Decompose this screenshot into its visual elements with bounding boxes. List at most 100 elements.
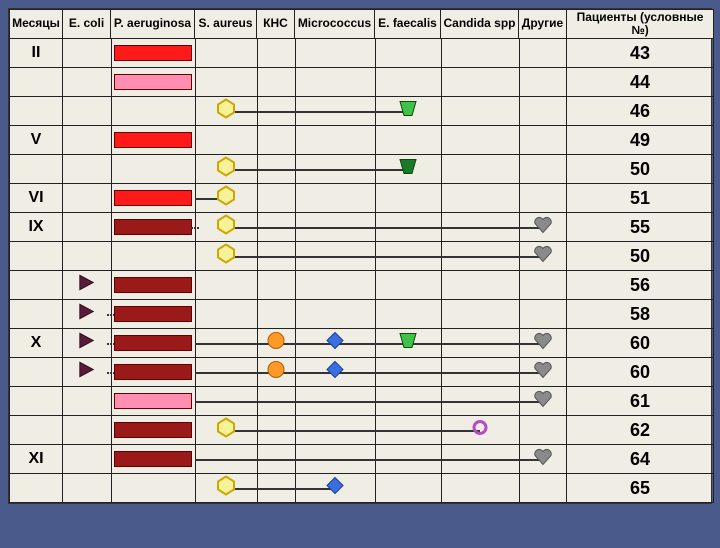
marker-heartGrey	[533, 447, 553, 472]
bar-paer	[114, 74, 192, 90]
patient-cell: 65	[567, 474, 714, 503]
patient-cell: 43	[567, 39, 714, 68]
table-row: 46	[10, 97, 714, 126]
data-cell	[63, 213, 567, 242]
bar-paer	[114, 422, 192, 438]
month-cell	[10, 242, 63, 271]
month-cell	[10, 474, 63, 503]
patient-cell: 64	[567, 445, 714, 474]
month-cell: X	[10, 329, 63, 358]
patient-cell: 61	[567, 387, 714, 416]
col-cand: Candida spp	[441, 10, 519, 39]
month-cell: IX	[10, 213, 63, 242]
marker-heartGrey	[533, 331, 553, 356]
marker-hex	[216, 244, 236, 269]
data-cell	[63, 474, 567, 503]
month-cell	[10, 300, 63, 329]
bar-paer	[114, 277, 192, 293]
data-cell	[63, 68, 567, 97]
patient-cell: 51	[567, 184, 714, 213]
patient-cell: 58	[567, 300, 714, 329]
patient-cell: 55	[567, 213, 714, 242]
patient-cell: 60	[567, 358, 714, 387]
marker-heartGrey	[533, 244, 553, 269]
bar-paer	[114, 132, 192, 148]
month-cell	[10, 68, 63, 97]
marker-heartGrey	[533, 215, 553, 240]
bar-paer	[114, 335, 192, 351]
data-cell	[63, 271, 567, 300]
marker-hex	[216, 215, 236, 240]
marker-ringPurple	[470, 418, 490, 443]
patient-cell: 49	[567, 126, 714, 155]
data-cell	[63, 184, 567, 213]
marker-hex	[216, 476, 236, 501]
marker-hex	[216, 418, 236, 443]
marker-circleOrange	[266, 360, 286, 385]
marker-circleOrange	[266, 331, 286, 356]
data-cell	[63, 387, 567, 416]
data-cell	[63, 300, 567, 329]
data-cell	[63, 39, 567, 68]
marker-diamondBlue	[325, 331, 345, 356]
bar-paer	[114, 219, 192, 235]
month-cell	[10, 387, 63, 416]
data-cell	[63, 126, 567, 155]
marker-hex	[216, 186, 236, 211]
col-ecoli: E. coli	[63, 10, 111, 39]
month-cell	[10, 416, 63, 445]
marker-tri	[78, 274, 96, 297]
month-cell: V	[10, 126, 63, 155]
col-efae: E. faecalis	[375, 10, 441, 39]
marker-trapGreen	[398, 331, 418, 356]
table-row: V 49	[10, 126, 714, 155]
marker-tri	[78, 303, 96, 326]
table-row: 50	[10, 155, 714, 184]
table-row: 58	[10, 300, 714, 329]
col-patients: Пациенты (условные №)	[567, 10, 714, 39]
data-cell	[63, 358, 567, 387]
bar-paer	[114, 451, 192, 467]
col-other: Другие	[519, 10, 567, 39]
bar-paer	[114, 364, 192, 380]
chart-wrapper: МесяцыE. coliP. aeruginosaS. aureusКНСMi…	[8, 8, 712, 504]
marker-diamondBlue	[325, 476, 345, 501]
table-row: 65	[10, 474, 714, 503]
marker-heartGrey	[533, 360, 553, 385]
data-cell	[63, 155, 567, 184]
bar-paer	[114, 393, 192, 409]
main-table: МесяцыE. coliP. aeruginosaS. aureusКНСMi…	[9, 9, 714, 503]
month-cell	[10, 271, 63, 300]
patient-cell: 50	[567, 242, 714, 271]
bar-paer	[114, 45, 192, 61]
col-month: Месяцы	[10, 10, 63, 39]
data-cell	[63, 97, 567, 126]
table-row: VI51	[10, 184, 714, 213]
patient-cell: 60	[567, 329, 714, 358]
marker-trapGreen	[398, 99, 418, 124]
table-row: 56	[10, 271, 714, 300]
table-row: 61	[10, 387, 714, 416]
marker-heartGrey	[533, 389, 553, 414]
table-row: IX 55	[10, 213, 714, 242]
table-row: 50	[10, 242, 714, 271]
marker-tri	[78, 361, 96, 384]
marker-diamondBlue	[325, 360, 345, 385]
month-cell	[10, 97, 63, 126]
table-row: X 60	[10, 329, 714, 358]
marker-trapDarkGreen	[398, 157, 418, 182]
col-micro: Micrococcus	[295, 10, 375, 39]
marker-hex	[216, 157, 236, 182]
col-saur: S. aureus	[195, 10, 257, 39]
month-cell	[10, 155, 63, 184]
month-cell: XI	[10, 445, 63, 474]
table-row: II43	[10, 39, 714, 68]
data-cell	[63, 329, 567, 358]
month-cell	[10, 358, 63, 387]
patient-cell: 56	[567, 271, 714, 300]
table-row: XI 64	[10, 445, 714, 474]
table-row: 44	[10, 68, 714, 97]
table-row: 62	[10, 416, 714, 445]
table-row: 60	[10, 358, 714, 387]
marker-tri	[78, 332, 96, 355]
